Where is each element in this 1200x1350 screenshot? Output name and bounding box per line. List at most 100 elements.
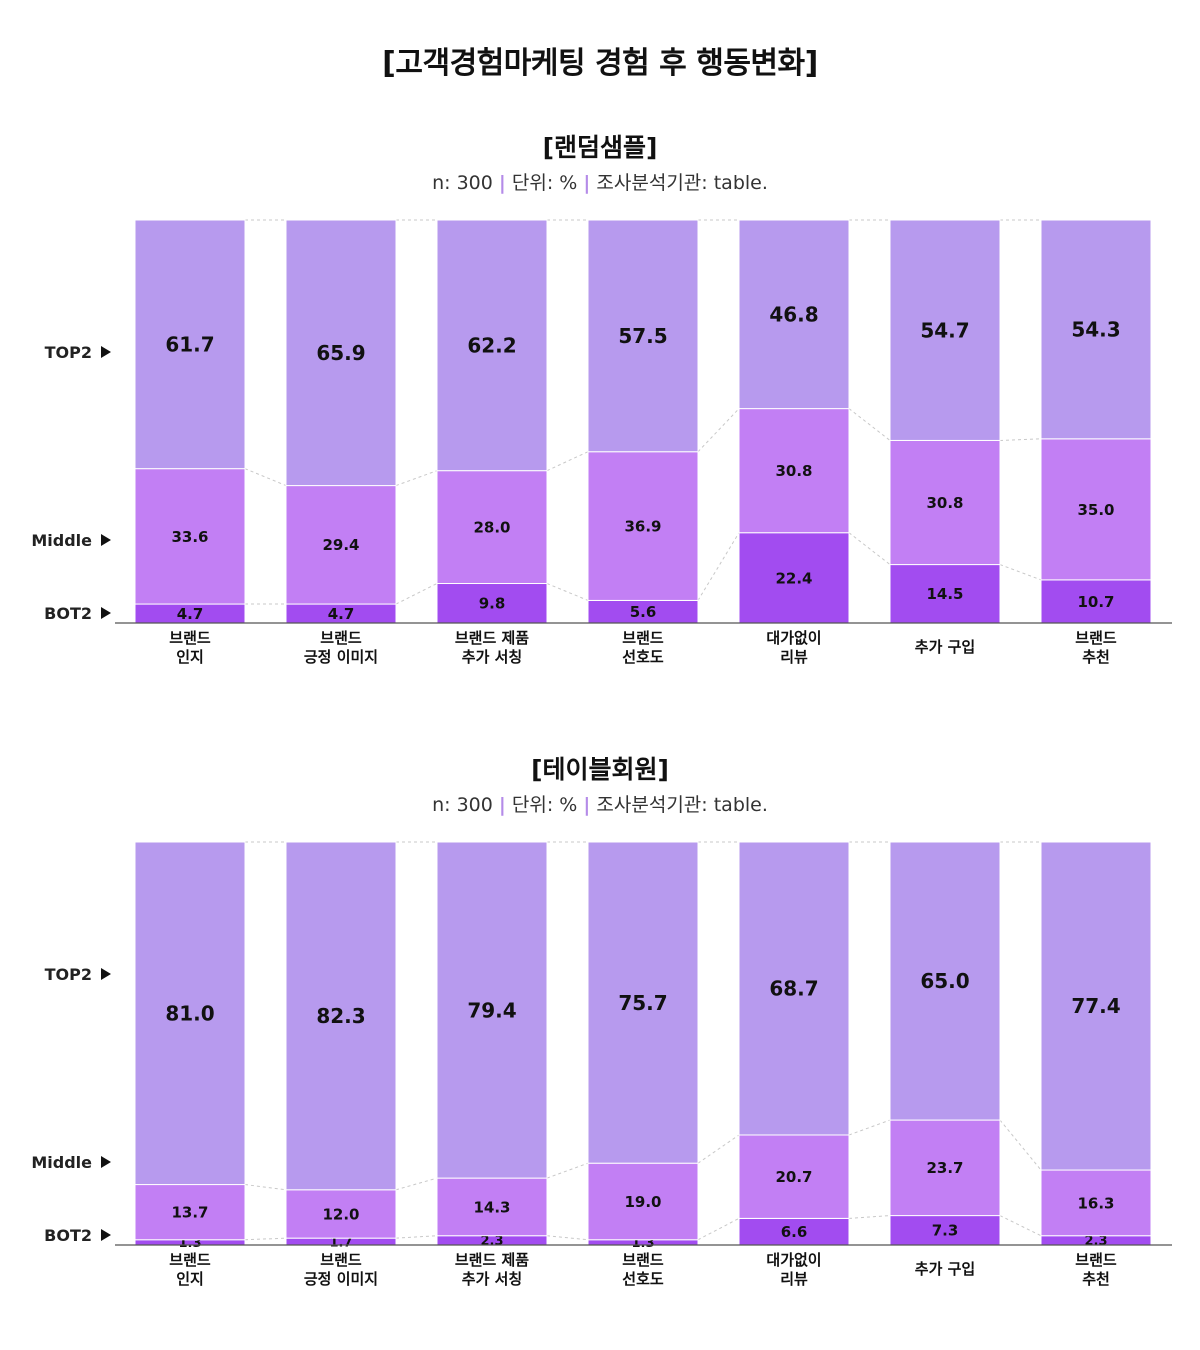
- data-label: 54.3: [1071, 318, 1120, 342]
- connector-line: [546, 1235, 589, 1241]
- data-label: 23.7: [926, 1159, 963, 1177]
- data-label: 16.3: [1077, 1194, 1114, 1212]
- connector-line: [848, 1215, 891, 1219]
- category-label: 브랜드 제품 추가 서칭: [455, 629, 529, 666]
- bar-segment-top2: [738, 219, 850, 410]
- data-label: 29.4: [322, 536, 359, 554]
- data-label: 61.7: [165, 333, 214, 357]
- bar-segment-top2: [587, 841, 699, 1164]
- level-label-middle: Middle: [31, 531, 111, 550]
- connector-line: [999, 1215, 1042, 1237]
- data-label: 30.8: [775, 462, 812, 480]
- svg-text:Middle: Middle: [31, 531, 92, 550]
- data-label: 68.7: [769, 977, 818, 1001]
- unit-label: 단위: %: [511, 794, 578, 816]
- connector-line: [395, 583, 438, 605]
- data-label: 5.6: [630, 603, 657, 621]
- bar-segment-middle: [1040, 1169, 1152, 1237]
- level-label-bot2: BOT2: [44, 604, 111, 623]
- data-label: 14.3: [473, 1198, 510, 1216]
- data-label: 2.3: [480, 1234, 503, 1249]
- data-label: 10.7: [1077, 593, 1114, 611]
- bar-segment-top2: [285, 841, 397, 1191]
- svg-text:BOT2: BOT2: [44, 604, 92, 623]
- level-label-bot2: BOT2: [44, 1226, 111, 1245]
- connector-line: [697, 532, 740, 601]
- connector-line: [395, 470, 438, 487]
- connector-line: [999, 438, 1042, 441]
- bar-segment-top2: [587, 219, 699, 453]
- bar-segment-top2: [889, 219, 1001, 441]
- category-label: 브랜드 긍정 이미지: [304, 629, 378, 666]
- connector-line: [848, 532, 891, 565]
- level-label-top2: TOP2: [45, 343, 111, 362]
- bar-segment-top2: [285, 219, 397, 487]
- bar-segment-middle: [889, 439, 1001, 566]
- data-label: 30.8: [926, 494, 963, 512]
- level-label-middle: Middle: [31, 1153, 111, 1172]
- bar-segment-middle: [889, 1119, 1001, 1217]
- stacked-bar-chart: TOP2 Middle BOT2 4.7 33.6 61.7 브랜드 인지 4.7 29.4 65.…: [31, 219, 1172, 666]
- bar-segment-middle: [1040, 438, 1152, 581]
- data-label: 9.8: [479, 595, 506, 613]
- data-label: 20.7: [775, 1168, 812, 1186]
- connector-line: [848, 1119, 891, 1136]
- data-label: 7.3: [932, 1222, 959, 1240]
- bar-segment-top2: [1040, 841, 1152, 1171]
- data-label: 62.2: [467, 334, 516, 358]
- bar-segment-top2: [889, 841, 1001, 1121]
- agency-label: 조사분석기관: table.: [596, 794, 768, 816]
- data-label: 6.6: [781, 1223, 808, 1241]
- category-label: 추가 구입: [915, 1260, 975, 1278]
- chart-panel-random-sample: [랜덤샘플] n: 300 | 단위: % | 조사분석기관: table. T…: [0, 128, 1200, 728]
- bar-segment-middle: [587, 1162, 699, 1241]
- data-label: 4.7: [328, 605, 355, 623]
- svg-text:BOT2: BOT2: [44, 1226, 92, 1245]
- connector-line: [848, 408, 891, 441]
- bar-segment-bot2: [889, 564, 1001, 624]
- connector-line: [244, 468, 287, 487]
- agency-label: 조사분석기관: table.: [596, 172, 768, 194]
- data-label: 54.7: [920, 318, 969, 342]
- connector-line: [999, 1119, 1042, 1171]
- connector-line: [546, 583, 589, 601]
- svg-text:Middle: Middle: [31, 1153, 92, 1172]
- connector-line: [395, 1177, 438, 1191]
- data-label: 81.0: [165, 1001, 214, 1025]
- data-label: 2.3: [1084, 1234, 1107, 1249]
- data-label: 82.3: [316, 1004, 365, 1028]
- category-label: 브랜드 추천: [1075, 629, 1117, 666]
- separator: |: [498, 794, 506, 816]
- level-label-top2: TOP2: [45, 965, 111, 984]
- category-label: 브랜드 인지: [169, 1251, 211, 1288]
- unit-label: 단위: %: [511, 172, 578, 194]
- bar-segment-middle: [738, 408, 850, 534]
- chart-subtitle: n: 300 | 단위: % | 조사분석기관: table.: [0, 790, 1200, 817]
- sample-size: n: 300: [432, 172, 493, 194]
- chart-panel-table-members: [테이블회원] n: 300 | 단위: % | 조사분석기관: table. …: [0, 750, 1200, 1350]
- data-label: 57.5: [618, 324, 667, 348]
- bar-segment-top2: [436, 219, 548, 472]
- connector-line: [546, 1162, 589, 1179]
- data-label: 79.4: [467, 998, 516, 1022]
- category-label: 브랜드 추천: [1075, 1251, 1117, 1288]
- category-label: 브랜드 제품 추가 서칭: [455, 1251, 529, 1288]
- data-label: 14.5: [926, 585, 963, 603]
- bar-segment-middle: [134, 468, 246, 605]
- bar-segment-middle: [587, 451, 699, 601]
- connector-line: [244, 1237, 287, 1241]
- category-label: 브랜드 선호도: [622, 629, 664, 666]
- connector-line: [546, 451, 589, 472]
- separator: |: [498, 172, 506, 194]
- category-label: 추가 구입: [915, 638, 975, 656]
- bar-segment-bot2: [738, 532, 850, 624]
- bar-segment-middle: [285, 1189, 397, 1239]
- category-label: 브랜드 선호도: [622, 1251, 664, 1288]
- svg-text:TOP2: TOP2: [45, 343, 92, 362]
- chart-title: [테이블회원]: [531, 755, 669, 784]
- category-label: 브랜드 인지: [169, 629, 211, 666]
- data-label: 75.7: [618, 991, 667, 1015]
- chart-title: [랜덤샘플]: [542, 133, 658, 162]
- data-label: 12.0: [322, 1205, 359, 1223]
- sample-size: n: 300: [432, 794, 493, 816]
